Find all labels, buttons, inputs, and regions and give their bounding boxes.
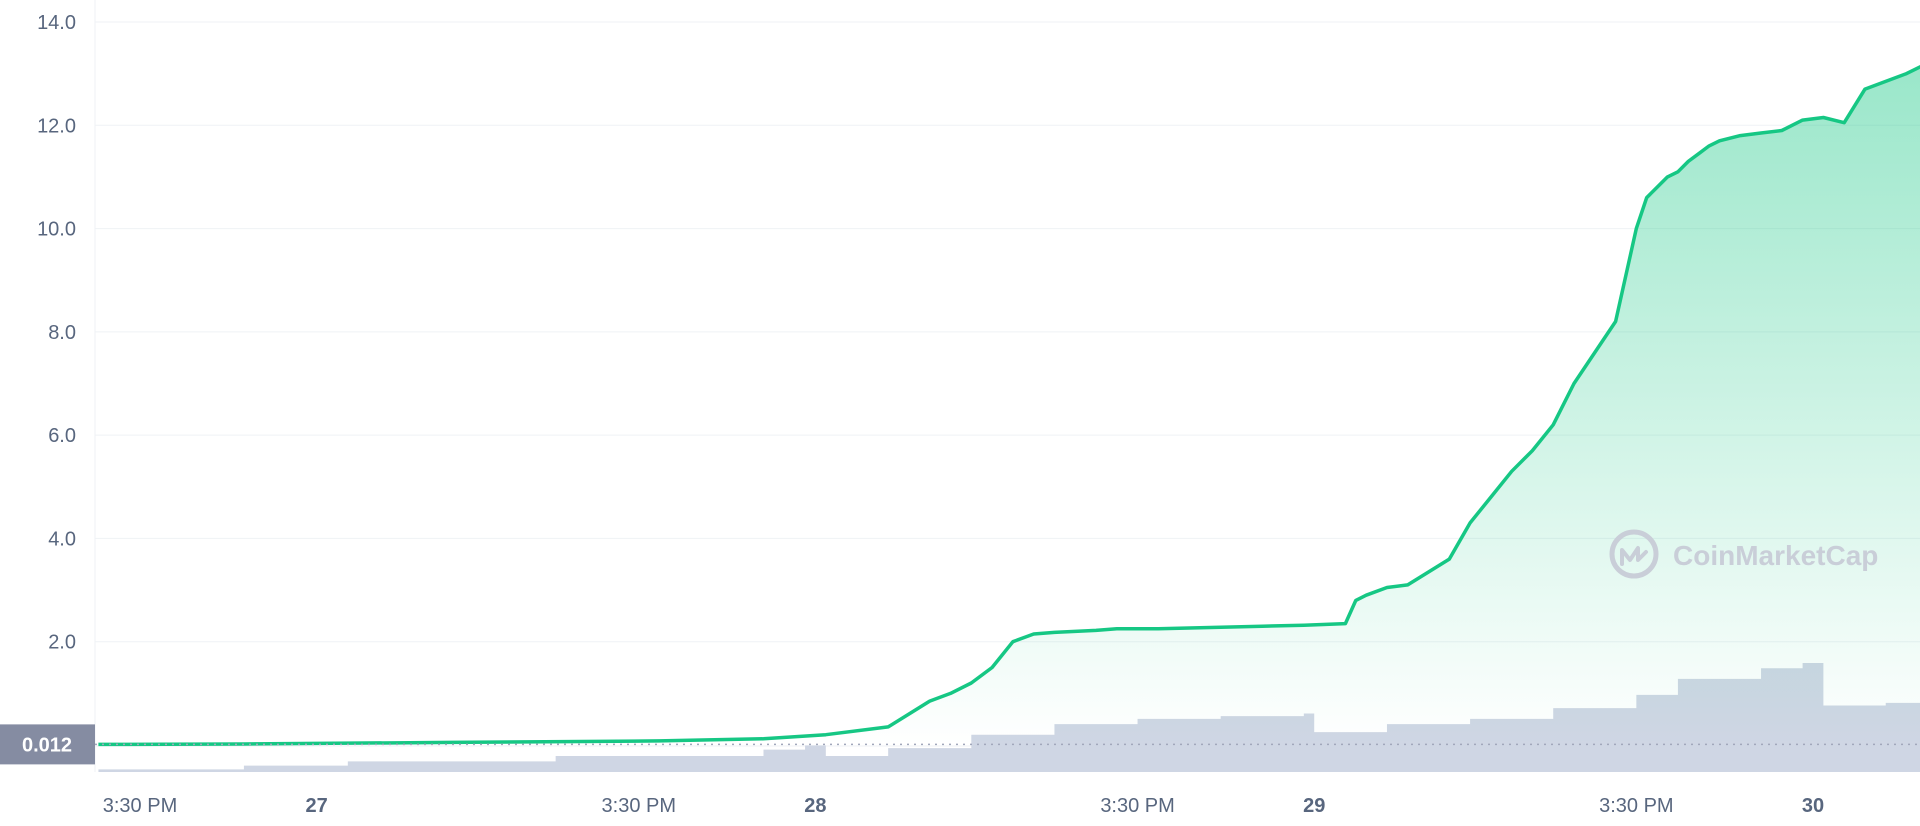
x-tick-label: 3:30 PM xyxy=(1599,795,1673,817)
price-series-line xyxy=(98,64,1920,747)
x-tick-label: 3:30 PM xyxy=(103,795,177,817)
x-tick-label: 3:30 PM xyxy=(602,795,676,817)
x-tick-label: 28 xyxy=(804,795,826,817)
coinmarketcap-watermark: CoinMarketCap xyxy=(1609,529,1878,579)
price-line xyxy=(98,64,1920,747)
grid-lines xyxy=(94,0,1920,772)
y-tick-label: 2.0 xyxy=(48,632,76,654)
x-tick-label: 27 xyxy=(306,795,328,817)
coinmarketcap-logo-icon xyxy=(1609,529,1659,579)
y-tick-label: 10.0 xyxy=(37,219,76,241)
price-area-fill xyxy=(98,66,1920,745)
x-tick-label: 30 xyxy=(1802,795,1824,817)
x-axis-ticks: 3:30 PM 27 3:30 PM 28 3:30 PM 29 3:30 PM 30 xyxy=(103,795,1824,817)
y-tick-label: 14.0 xyxy=(37,12,76,34)
y-tick-label: 6.0 xyxy=(48,425,76,447)
price-area xyxy=(98,66,1920,745)
x-tick-label: 3:30 PM xyxy=(1100,795,1174,817)
y-axis-ticks: 2.0 4.0 6.0 8.0 10.0 12.0 14.0 xyxy=(37,12,76,654)
y-tick-label: 4.0 xyxy=(48,528,76,550)
current-price-badge xyxy=(0,724,95,765)
y-tick-label: 12.0 xyxy=(37,115,76,137)
y-tick-label: 8.0 xyxy=(48,322,76,344)
current-price-label: 0.012 xyxy=(22,734,72,756)
x-tick-label: 29 xyxy=(1303,795,1325,817)
watermark-text: CoinMarketCap xyxy=(1673,540,1878,571)
current-price-marker: 0.012 xyxy=(0,724,1920,765)
